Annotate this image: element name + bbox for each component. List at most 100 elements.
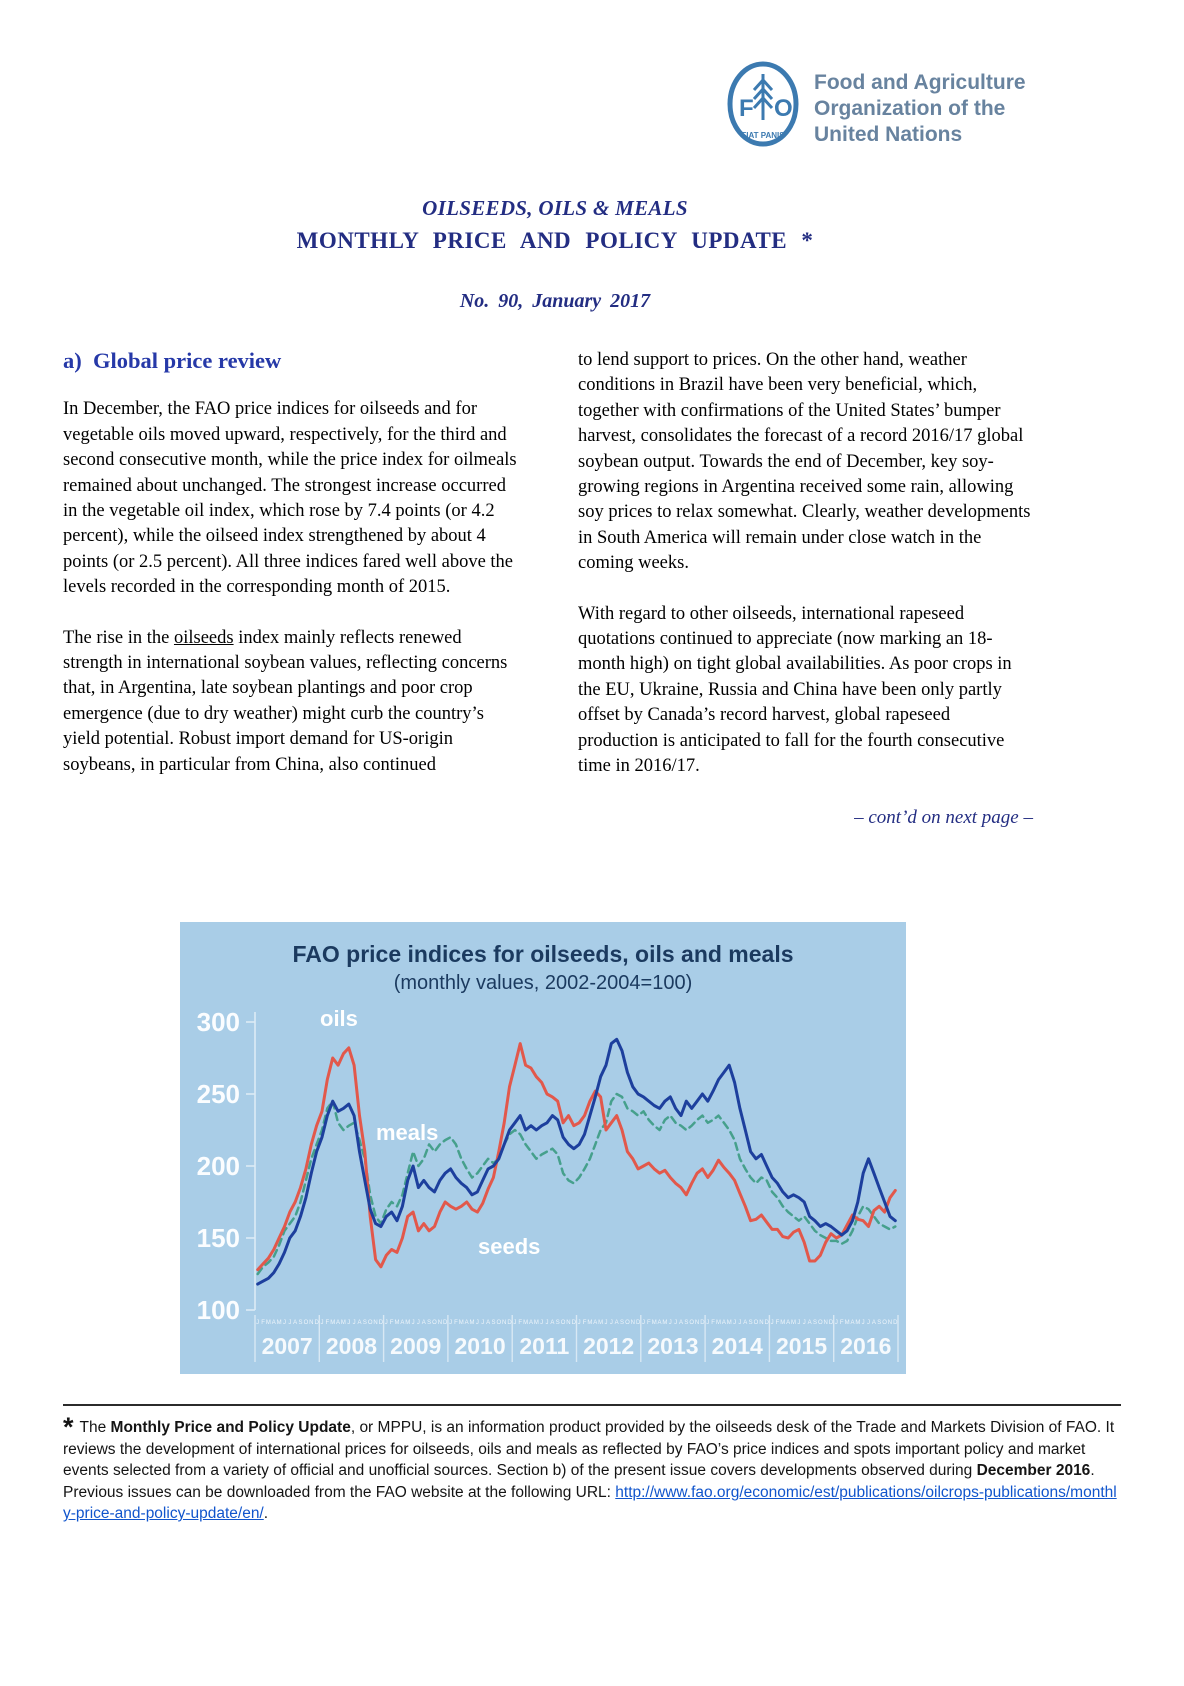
svg-text:F: F [518,1320,522,1326]
svg-text:S: S [556,1320,560,1326]
svg-text:J: J [803,1320,806,1326]
svg-text:A: A [529,1320,533,1326]
svg-text:J: J [417,1320,420,1326]
svg-text:M: M [523,1320,528,1326]
left-column: a) Global price review In December, the … [63,348,518,803]
footnote-text: The [79,1419,111,1436]
svg-text:200: 200 [197,1151,240,1181]
svg-text:M: M [598,1320,603,1326]
svg-text:J: J [610,1320,613,1326]
svg-text:D: D [507,1320,512,1326]
svg-text:N: N [631,1320,635,1326]
svg-text:O: O [818,1320,823,1326]
svg-text:N: N [438,1320,442,1326]
chart-canvas: FAO price indices for oilseeds, oils and… [180,922,906,1374]
svg-text:M: M [266,1320,271,1326]
svg-text:A: A [615,1320,619,1326]
svg-text:S: S [299,1320,303,1326]
svg-text:A: A [550,1320,554,1326]
svg-text:J: J [476,1320,479,1326]
fao-org-name: Food and Agriculture Organization of the… [814,60,1026,148]
svg-text:A: A [850,1320,854,1326]
footnote: * The Monthly Price and Policy Update, or… [63,1404,1121,1525]
svg-text:J: J [674,1320,677,1326]
svg-text:S: S [620,1320,624,1326]
svg-text:J: J [256,1320,259,1326]
svg-text:J: J [642,1320,645,1326]
svg-text:J: J [385,1320,388,1326]
doc-title-line1: OILSEEDS, OILS & MEALS [422,196,688,220]
svg-text:A: A [722,1320,726,1326]
svg-text:M: M [727,1320,732,1326]
price-indices-chart: FAO price indices for oilseeds, oils and… [180,922,906,1374]
svg-text:M: M [845,1320,850,1326]
svg-text:F: F [326,1320,330,1326]
svg-text:J: J [867,1320,870,1326]
svg-text:A: A [272,1320,276,1326]
svg-text:A: A [872,1320,876,1326]
svg-text:D: D [379,1320,384,1326]
footnote-text: , or MPPU, is an information product pro… [63,1419,1115,1479]
svg-text:M: M [587,1320,592,1326]
svg-text:S: S [813,1320,817,1326]
svg-text:A: A [400,1320,404,1326]
svg-text:N: N [566,1320,570,1326]
svg-text:O: O [689,1320,694,1326]
svg-text:F: F [647,1320,651,1326]
svg-text:A: A [786,1320,790,1326]
svg-text:J: J [481,1320,484,1326]
issue-number-line: No. 90, January 2017 [459,290,651,312]
svg-text:D: D [893,1320,898,1326]
svg-text:O: O [882,1320,887,1326]
svg-text:D: D [314,1320,319,1326]
svg-text:2013: 2013 [647,1333,698,1359]
svg-text:250: 250 [197,1079,240,1109]
svg-text:F: F [583,1320,587,1326]
svg-text:N: N [373,1320,377,1326]
svg-text:D: D [443,1320,448,1326]
svg-text:meals: meals [376,1120,438,1145]
footnote-asterisk: * [63,1412,74,1442]
svg-text:M: M [341,1320,346,1326]
org-name-line: United Nations [814,123,963,146]
svg-text:J: J [669,1320,672,1326]
svg-text:M: M [470,1320,475,1326]
svg-text:A: A [336,1320,340,1326]
svg-text:A: A [357,1320,361,1326]
svg-text:M: M [662,1320,667,1326]
svg-text:2011: 2011 [519,1333,569,1359]
svg-text:S: S [877,1320,881,1326]
svg-text:A: A [293,1320,297,1326]
svg-text:2015: 2015 [776,1333,827,1359]
continued-note: – cont’d on next page – [854,806,1033,828]
fao-emblem-icon: F O FIAT PANIS [727,61,799,147]
svg-text:O: O [304,1320,309,1326]
svg-text:O: O [368,1320,373,1326]
footnote-bold-month: December 2016 [976,1462,1091,1479]
svg-text:J: J [347,1320,350,1326]
svg-text:A: A [486,1320,490,1326]
svg-text:N: N [695,1320,699,1326]
fao-letter-f: F [739,95,754,122]
svg-text:A: A [465,1320,469,1326]
svg-text:300: 300 [197,1007,240,1037]
svg-text:J: J [604,1320,607,1326]
svg-text:150: 150 [197,1223,240,1253]
section-heading: a) Global price review [63,348,282,373]
svg-text:seeds: seeds [478,1234,540,1259]
svg-text:M: M [277,1320,282,1326]
svg-text:O: O [754,1320,759,1326]
paragraph-3: to lend support to prices. On the other … [578,350,1031,574]
footnote-text: . Previous issues can be downloaded from… [63,1462,1095,1501]
svg-text:F: F [261,1320,265,1326]
svg-text:A: A [679,1320,683,1326]
svg-text:J: J [578,1320,581,1326]
paragraph-2-end: index mainly reflects renewed strength i… [63,627,508,775]
svg-text:M: M [459,1320,464,1326]
svg-text:F: F [390,1320,394,1326]
footnote-url-link[interactable]: http://www.fao.org/economic/est/publicat… [63,1483,1117,1523]
svg-text:N: N [502,1320,506,1326]
fao-logo-block: F O FIAT PANIS Food and Agriculture Orga… [726,60,1026,152]
svg-text:A: A [422,1320,426,1326]
svg-text:D: D [572,1320,577,1326]
